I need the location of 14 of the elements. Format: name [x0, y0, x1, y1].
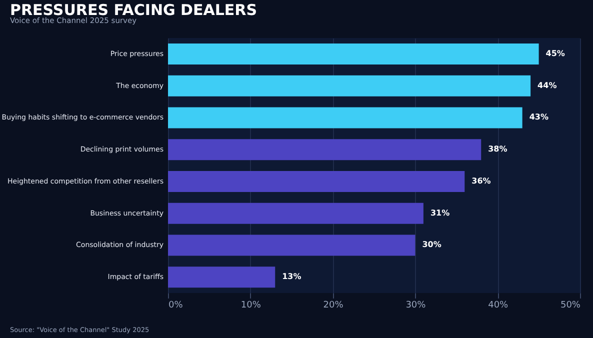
x-tick-label: 30% [406, 300, 426, 310]
data-label: 43% [529, 112, 548, 122]
data-label: 38% [488, 144, 508, 154]
data-label: 44% [538, 80, 557, 90]
x-tick-label: 0% [168, 300, 184, 310]
data-label: 45% [546, 48, 565, 58]
data-label: 30% [422, 240, 442, 250]
x-tick-label: 50% [560, 300, 581, 310]
x-tick-label: 20% [323, 300, 344, 310]
x-tick-label: 10% [240, 300, 262, 310]
data-label: 31% [430, 208, 450, 218]
x-tick-label: 40% [488, 300, 509, 310]
data-label: 36% [472, 176, 491, 186]
data-label: 13% [282, 272, 302, 282]
